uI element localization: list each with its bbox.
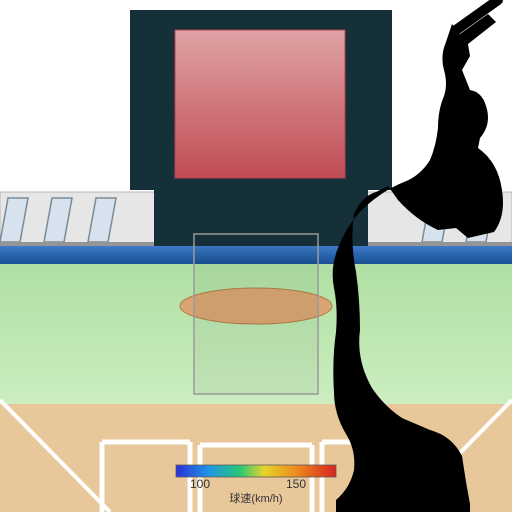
scoreboard-screen xyxy=(175,30,345,178)
legend-title: 球速(km/h) xyxy=(229,491,282,505)
legend-tick: 150 xyxy=(286,477,306,491)
legend-tick: 100 xyxy=(190,477,210,491)
scene-svg: 100 150 球速(km/h) xyxy=(0,0,512,512)
strike-zone xyxy=(194,234,318,394)
legend-colorbar xyxy=(176,465,336,477)
baseball-scene: 100 150 球速(km/h) xyxy=(0,0,512,512)
